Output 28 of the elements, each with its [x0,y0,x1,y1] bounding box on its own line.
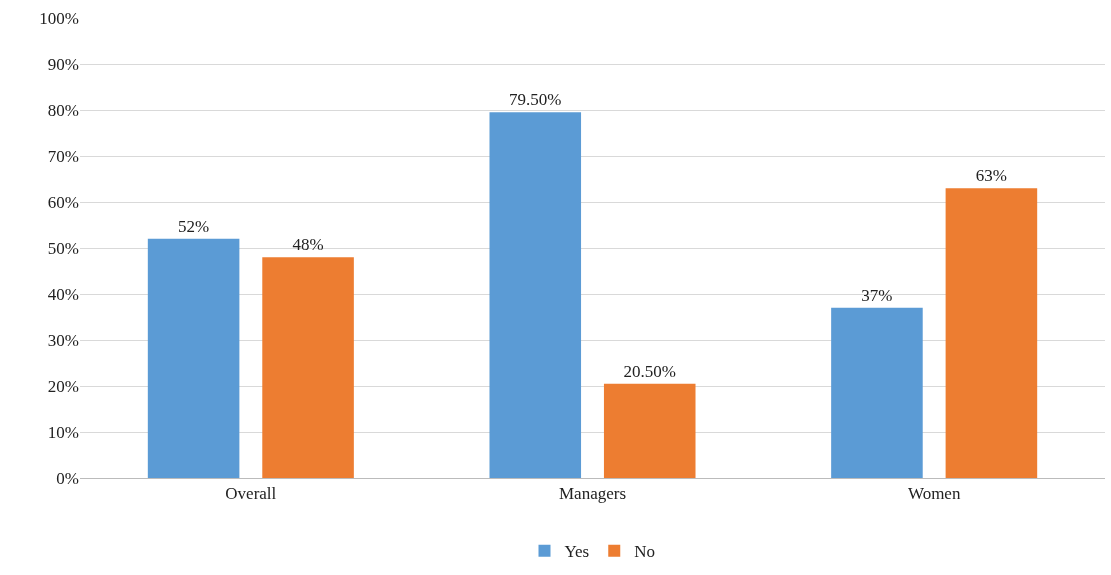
y-tick-label: 0% [56,468,79,488]
data-label: 52% [178,216,210,236]
y-tick-label: 30% [47,330,79,350]
y-tick-label: 20% [47,376,79,396]
bar [147,238,240,478]
y-tick-label: 100% [39,8,79,28]
bar [603,383,696,478]
y-tick-label: 50% [47,238,79,258]
y-tick-label: 10% [47,422,79,442]
x-tick-label: Managers [558,484,627,504]
y-tick-label: 70% [47,146,79,166]
bar [262,257,354,478]
data-label: 20.50% [623,361,676,381]
bar [945,188,1038,478]
data-label: 79.50% [509,90,562,110]
bar [831,307,923,478]
data-label: 63% [975,166,1007,186]
data-label: 48% [292,235,324,255]
x-tick-label: Overall [225,484,277,504]
x-tick-label: Women [907,484,961,504]
legend-label: No [634,542,656,562]
bar [489,112,582,478]
y-tick-label: 40% [47,284,79,304]
y-tick-label: 80% [47,100,79,120]
legend-label: Yes [564,542,590,562]
data-label: 37% [861,285,893,305]
y-tick-label: 60% [47,192,79,212]
y-tick-label: 90% [47,54,79,74]
